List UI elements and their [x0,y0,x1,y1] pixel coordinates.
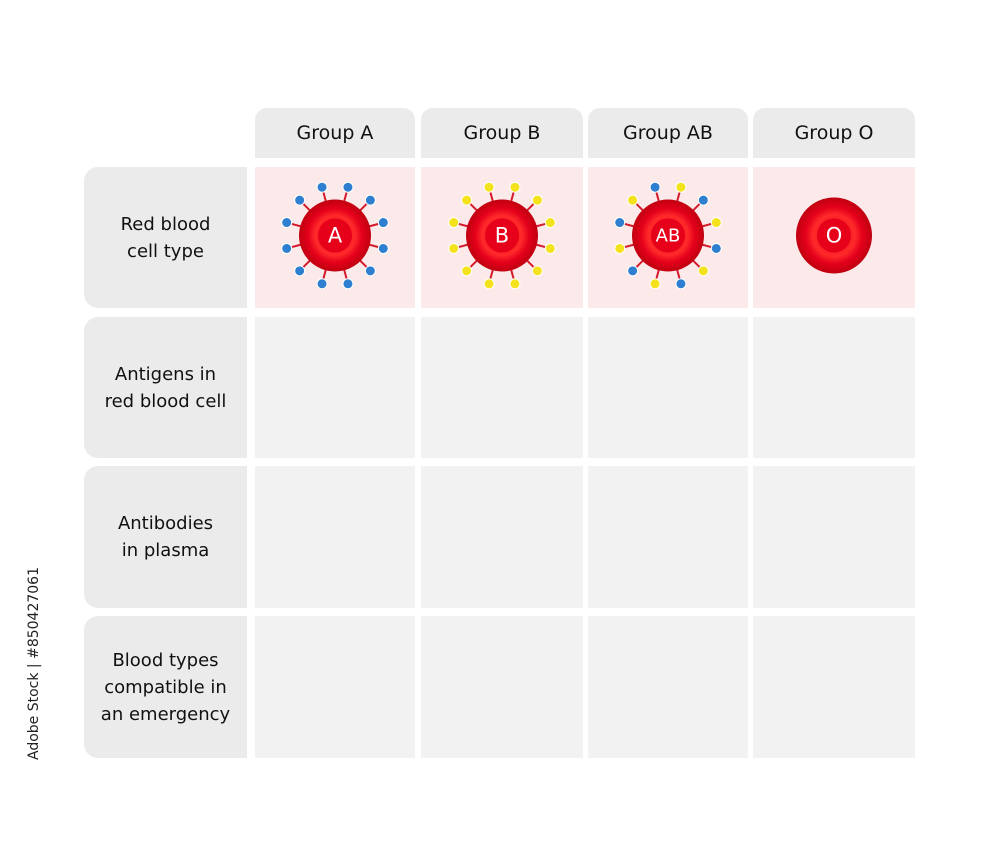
table-cell [588,616,748,758]
antigen [364,194,376,206]
antigen [614,217,626,229]
column-header: Group AB [588,108,748,158]
antigen [316,278,328,290]
row-header-line: red blood cell [104,390,227,412]
antigen [509,181,521,193]
row-header-line: cell type [127,240,204,262]
table-cell [421,466,583,608]
row-header: Antigens in red blood cell [84,317,247,458]
table-cell [255,466,415,608]
column-header: Group O [753,108,915,158]
antigen [544,217,556,229]
antigen [377,242,389,254]
table-cell [588,317,748,458]
cell-center [651,218,685,253]
row-header: Antibodies in plasma [84,466,247,608]
antigen [483,278,495,290]
antigen [710,217,722,229]
antigen [614,242,626,254]
antigen [675,181,687,193]
row-header-line: Red blood [120,213,211,235]
antigen [342,278,354,290]
antigen [531,194,543,206]
antigen [342,181,354,193]
red-blood-cell: O [796,197,872,274]
antigen [697,194,709,206]
table-cell: A [255,167,415,308]
table-cell [588,466,748,608]
column-header: Group B [421,108,583,158]
table-cell [255,616,415,758]
antigen [483,181,495,193]
antigen [531,265,543,277]
antigen [281,217,293,229]
antigen [544,242,556,254]
column-header: Group A [255,108,415,158]
table-cell [753,317,915,458]
antigen [294,194,306,206]
table-cell: B [421,167,583,308]
antigen [364,265,376,277]
cell-center [318,218,352,253]
blood-type-label: A [328,224,343,248]
antigen [509,278,521,290]
antigen [281,242,293,254]
antigen [675,278,687,290]
red-blood-cell: A [281,181,389,290]
antigen [627,194,639,206]
antigen [448,242,460,254]
antigen [710,242,722,254]
antigen [649,181,661,193]
table-cell: O [753,167,915,308]
row-header: Red blood cell type [84,167,247,308]
blood-type-label: O [826,224,843,248]
row-header-line: compatible in [104,676,227,698]
cell-center [485,218,519,253]
antigen [649,278,661,290]
row-header-line: in plasma [121,540,210,561]
row-header-line: Blood types [112,649,219,671]
row-header: Blood types compatible in an emergency [84,616,247,758]
blood-type-label: AB [656,226,681,247]
row-header-line: Antibodies [117,513,214,534]
red-blood-cell: B [448,181,556,290]
row-header-line: an emergency [100,703,231,725]
antigen [627,265,639,277]
antigen [294,265,306,277]
table-cell [421,616,583,758]
antigen [461,194,473,206]
antigen [448,217,460,229]
red-blood-cell: AB [614,181,722,290]
table-cell [753,466,915,608]
table-cell [255,317,415,458]
antigen [377,217,389,229]
row-header-line: Antigens in [114,363,217,385]
cell-center [817,218,851,253]
table-cell [753,616,915,758]
table-cell [421,317,583,458]
blood-type-label: B [495,224,509,248]
watermark: Adobe Stock | #850427061 [26,567,42,760]
antigen [697,265,709,277]
antigen [461,265,473,277]
table-cell: AB [588,167,748,308]
antigen [316,181,328,193]
